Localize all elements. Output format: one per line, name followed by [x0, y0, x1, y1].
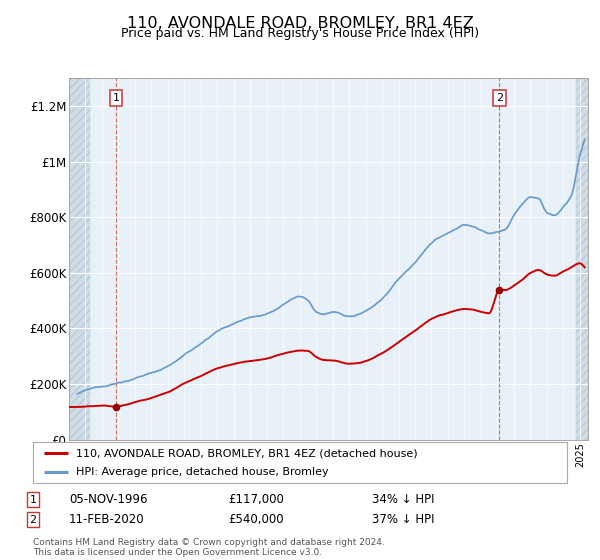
Text: 05-NOV-1996: 05-NOV-1996 — [69, 493, 148, 506]
Text: 1: 1 — [29, 494, 37, 505]
Bar — [69, 78, 91, 440]
Text: 2: 2 — [29, 515, 37, 525]
Text: 11-FEB-2020: 11-FEB-2020 — [69, 513, 145, 526]
Text: 110, AVONDALE ROAD, BROMLEY, BR1 4EZ: 110, AVONDALE ROAD, BROMLEY, BR1 4EZ — [127, 16, 473, 31]
Bar — [577, 78, 588, 440]
Text: Price paid vs. HM Land Registry's House Price Index (HPI): Price paid vs. HM Land Registry's House … — [121, 27, 479, 40]
Text: 37% ↓ HPI: 37% ↓ HPI — [372, 513, 434, 526]
Text: 2: 2 — [496, 93, 503, 103]
Text: Contains HM Land Registry data © Crown copyright and database right 2024.
This d: Contains HM Land Registry data © Crown c… — [33, 538, 385, 557]
Text: £117,000: £117,000 — [228, 493, 284, 506]
Text: 1: 1 — [112, 93, 119, 103]
Text: HPI: Average price, detached house, Bromley: HPI: Average price, detached house, Brom… — [76, 467, 328, 477]
Text: 34% ↓ HPI: 34% ↓ HPI — [372, 493, 434, 506]
Text: 110, AVONDALE ROAD, BROMLEY, BR1 4EZ (detached house): 110, AVONDALE ROAD, BROMLEY, BR1 4EZ (de… — [76, 449, 418, 458]
Text: £540,000: £540,000 — [228, 513, 284, 526]
